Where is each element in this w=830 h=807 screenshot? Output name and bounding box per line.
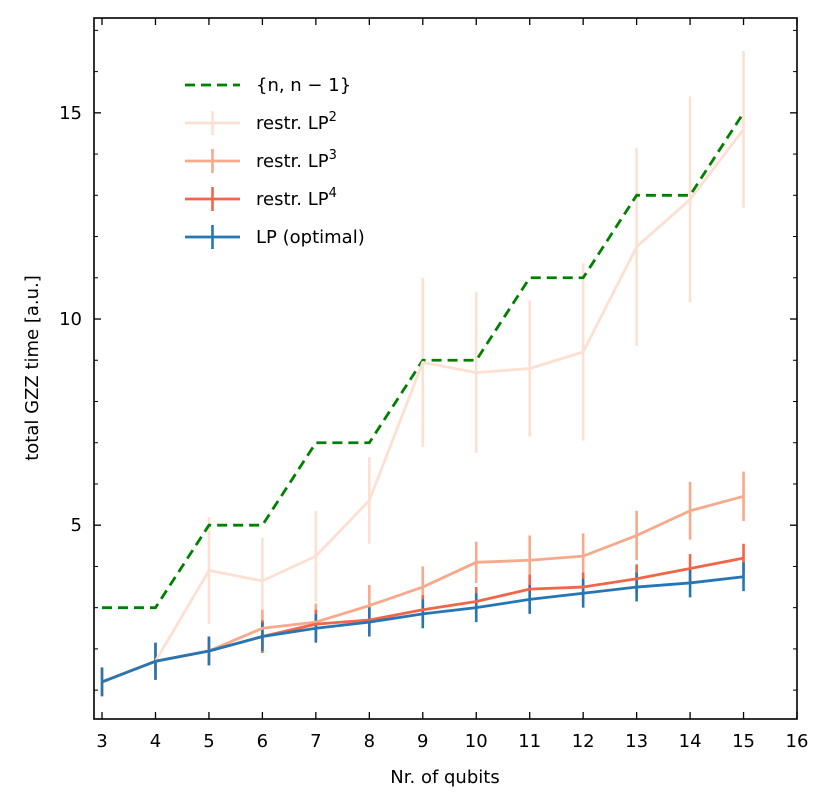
x-tick-label: 14: [679, 731, 702, 752]
ticks-layer: 3 4 5 6 7 8 9 10 11 12 13 14 15 16 5 10 15: [59, 18, 808, 752]
x-tick-label: 15: [732, 731, 755, 752]
y-tick-label: 10: [59, 309, 82, 330]
lines-layer: [101, 112, 745, 684]
x-tick-label: 9: [417, 731, 428, 752]
plot-frame: [93, 17, 798, 720]
x-axis-label: Nr. of qubits: [390, 767, 499, 788]
x-tick-label: 5: [203, 731, 214, 752]
x-tick-label: 6: [257, 731, 268, 752]
x-tick-label: 4: [150, 731, 161, 752]
legend-superscript: 2: [329, 110, 337, 125]
legend-label-s2: restr. LP3: [256, 148, 337, 172]
x-tick-label: 10: [465, 731, 488, 752]
series-line-s1: [154, 128, 745, 662]
x-tick-label: 8: [364, 731, 375, 752]
legend-label-s1: restr. LP2: [256, 110, 337, 134]
x-tick-label: 7: [310, 731, 321, 752]
legend: {n, n − 1} restr. LP2 restr. LP3 restr. LP4…: [185, 75, 365, 249]
legend-superscript: 3: [329, 148, 337, 163]
x-tick-label: 3: [96, 731, 107, 752]
series-line-s4: [101, 575, 744, 684]
y-tick-label: 5: [71, 515, 82, 536]
y-axis-label: total GZZ time [a.u.]: [22, 275, 43, 461]
legend-label-s0: {n, n − 1}: [256, 75, 351, 96]
x-tick-label: 16: [786, 731, 809, 752]
y-tick-label: 15: [59, 103, 82, 124]
series-line-n-n-minus-1: [102, 112, 745, 610]
errorbars-layer: [100, 50, 745, 697]
x-tick-label: 12: [572, 731, 595, 752]
x-tick-label: 11: [518, 731, 541, 752]
legend-superscript: 4: [329, 186, 337, 201]
x-tick-label: 13: [625, 731, 648, 752]
legend-label-s4: LP (optimal): [256, 227, 365, 248]
series-line-s2: [155, 494, 744, 663]
legend-label-s3: restr. LP4: [256, 186, 337, 210]
